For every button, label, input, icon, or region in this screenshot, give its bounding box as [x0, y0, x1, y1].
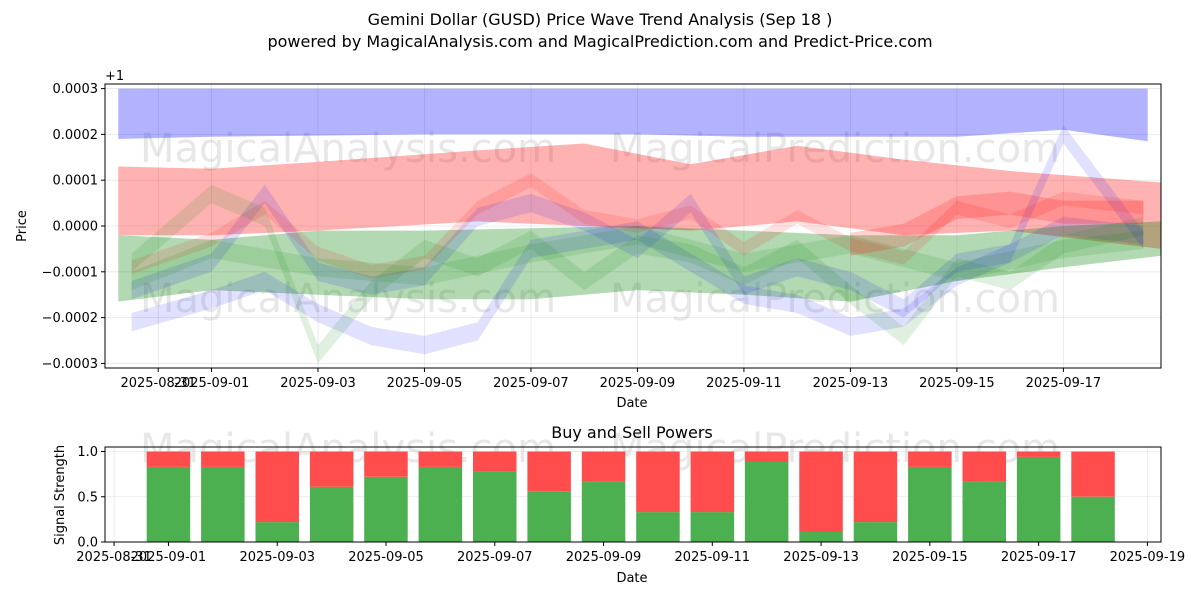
buy-bar: [255, 522, 299, 542]
buy-bar: [636, 512, 680, 542]
price-series-green-wave: [131, 184, 1144, 364]
buy-bar: [473, 471, 517, 542]
price-series-brown-wave: [850, 191, 1144, 256]
price-series-green-band: [118, 221, 1161, 302]
price-series-blue-upper-band: [118, 88, 1148, 142]
price-y-tick-label: 0.0001: [53, 174, 99, 189]
buy-bar: [1071, 496, 1115, 542]
power-x-tick-label: 2025-09-03: [239, 550, 315, 565]
price-series-green-wave-2: [131, 226, 1144, 291]
chart-subtitle: powered by MagicalAnalysis.com and Magic…: [267, 32, 932, 51]
price-x-tick-label: 2025-09-07: [493, 376, 569, 391]
power-x-tick-label: 2025-09-19: [1110, 550, 1186, 565]
sell-bar: [853, 451, 898, 523]
price-x-tick-label: 2025-09-15: [919, 376, 995, 391]
price-x-tick-label: 2025-09-13: [813, 376, 889, 391]
power-x-tick-label: 2025-09-05: [348, 550, 424, 565]
price-chart: MagicalAnalysis.com MagicalPrediction.co…: [15, 69, 1162, 411]
chart-title: Gemini Dollar (GUSD) Price Wave Trend An…: [368, 10, 833, 29]
price-x-tick-label: 2025-08-31: [120, 376, 196, 391]
sell-bar: [201, 451, 245, 467]
sell-bar: [962, 451, 1006, 482]
buy-bar: [581, 481, 626, 542]
power-x-label: Date: [616, 571, 647, 586]
price-x-tick-label: 2025-09-11: [706, 376, 782, 391]
price-grid: [105, 84, 1161, 368]
sell-bar: [309, 451, 354, 487]
price-y-tick-label: 0.0003: [53, 82, 99, 97]
watermark-prediction-top: MagicalPrediction.com: [610, 126, 1060, 172]
power-chart: MagicalAnalysis.com MagicalPrediction.co…: [53, 423, 1185, 586]
buy-bar: [690, 512, 735, 542]
buy-bar: [364, 476, 408, 542]
power-y-label: Signal Strength: [53, 445, 68, 545]
price-x-tick-label: 2025-09-17: [1026, 376, 1102, 391]
price-x-tick-label: 2025-09-01: [174, 376, 250, 391]
price-y-label: Price: [15, 210, 30, 242]
price-series-red-wave: [131, 173, 1144, 279]
sell-bar: [1071, 451, 1115, 497]
buy-bar: [853, 522, 898, 542]
sell-bar: [908, 451, 952, 467]
sell-bar: [1016, 451, 1061, 457]
power-x-tick-label: 2025-09-15: [892, 550, 968, 565]
power-plot-frame: [104, 446, 1162, 543]
sell-bar: [364, 451, 408, 477]
buy-bar: [201, 466, 245, 542]
sell-bar: [690, 451, 735, 513]
power-y-ticks: 0.0 0.5 1.0: [77, 445, 105, 551]
price-series-blue-wave-2: [131, 184, 1144, 318]
price-y-tick-label: −0.0003: [42, 357, 98, 372]
sell-bar: [799, 451, 843, 532]
sell-bar: [418, 451, 463, 467]
watermark-analysis-top: MagicalAnalysis.com: [140, 126, 556, 172]
power-x-tick-label: 2025-09-13: [783, 550, 859, 565]
buy-bar: [799, 532, 843, 542]
buy-bar: [309, 486, 354, 542]
buy-bar: [418, 466, 463, 542]
price-x-label: Date: [616, 396, 647, 411]
power-x-tick-label: 2025-09-09: [566, 550, 642, 565]
buy-bar: [962, 481, 1006, 542]
sell-bar: [581, 451, 626, 482]
price-y-tick-label: 0.0002: [53, 128, 99, 143]
buy-bar: [744, 461, 789, 542]
price-y-tick-label: −0.0001: [42, 265, 98, 280]
price-offset-label: +1: [105, 69, 124, 84]
price-y-tick-label: −0.0002: [42, 311, 98, 326]
power-y-tick-label: 1.0: [77, 445, 98, 460]
buy-bar: [527, 491, 571, 542]
price-series: [118, 88, 1161, 364]
watermark-analysis-mid: MagicalAnalysis.com: [140, 276, 556, 322]
power-bars: [146, 451, 1115, 542]
power-x-tick-label: 2025-08-31: [76, 550, 152, 565]
sell-bar: [636, 451, 680, 513]
power-x-tick-label: 2025-09-07: [457, 550, 533, 565]
power-x-tick-label: 2025-09-17: [1001, 550, 1077, 565]
buy-bar: [1016, 457, 1061, 542]
price-series-red-band: [118, 143, 1161, 249]
power-title: Buy and Sell Powers: [551, 423, 713, 442]
price-y-tick-label: 0.0000: [53, 220, 99, 235]
price-x-tick-label: 2025-09-03: [280, 376, 356, 391]
price-plot-area: [105, 84, 1161, 368]
power-y-tick-label: 0.0: [77, 536, 98, 551]
sell-bar: [744, 451, 789, 462]
buy-bar: [908, 466, 952, 542]
price-x-tick-label: 2025-09-09: [600, 376, 676, 391]
power-x-tick-label: 2025-09-11: [675, 550, 751, 565]
sell-bar: [527, 451, 571, 492]
watermark-prediction-mid: MagicalPrediction.com: [610, 276, 1060, 322]
price-y-ticks: 0.0003 0.0002 0.0001 0.0000 −0.0001 −0.0002 −0…: [42, 82, 105, 372]
buy-bar: [146, 466, 191, 542]
power-x-tick-label: 2025-09-01: [131, 550, 207, 565]
price-x-tick-label: 2025-09-05: [387, 376, 463, 391]
power-y-tick-label: 0.5: [77, 490, 98, 505]
sell-bar: [473, 451, 517, 472]
sell-bar: [255, 451, 299, 523]
sell-bar: [146, 451, 191, 467]
